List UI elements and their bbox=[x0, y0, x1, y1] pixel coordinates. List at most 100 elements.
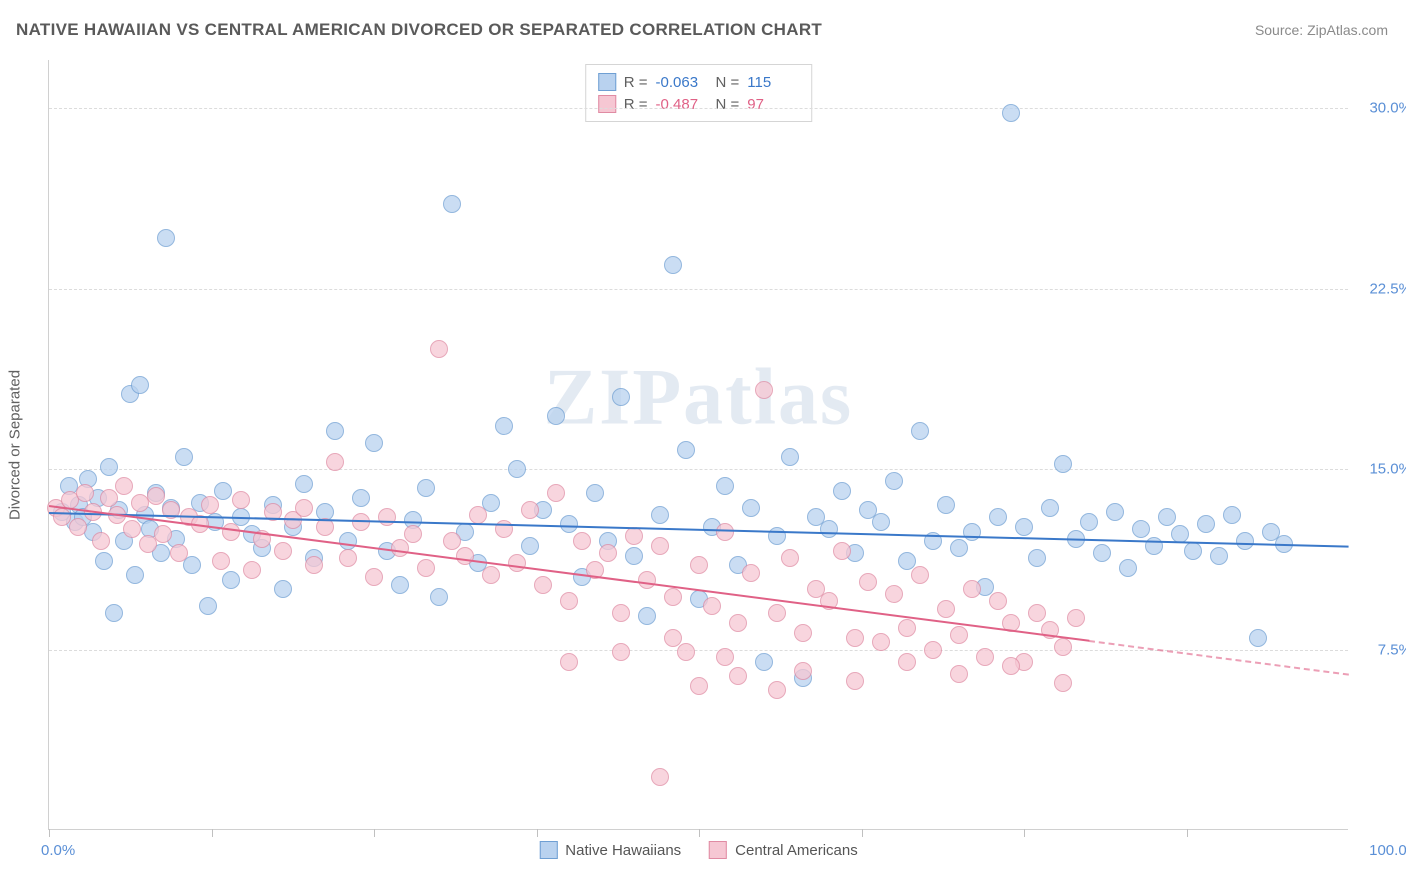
data-point bbox=[729, 667, 747, 685]
data-point bbox=[365, 434, 383, 452]
data-point bbox=[976, 648, 994, 666]
stat-r-value: -0.487 bbox=[656, 96, 708, 113]
stat-r-label: R = bbox=[624, 74, 648, 91]
stat-r-label: R = bbox=[624, 96, 648, 113]
data-point bbox=[872, 633, 890, 651]
data-point bbox=[833, 542, 851, 560]
legend-swatch bbox=[598, 73, 616, 91]
data-point bbox=[69, 518, 87, 536]
data-point bbox=[1054, 674, 1072, 692]
data-point bbox=[781, 549, 799, 567]
data-point bbox=[1041, 499, 1059, 517]
legend-label: Native Hawaiians bbox=[565, 842, 681, 859]
legend-swatch bbox=[709, 841, 727, 859]
data-point bbox=[214, 482, 232, 500]
data-point bbox=[443, 195, 461, 213]
data-point bbox=[534, 576, 552, 594]
data-point bbox=[664, 256, 682, 274]
data-point bbox=[1028, 604, 1046, 622]
data-point bbox=[1080, 513, 1098, 531]
data-point bbox=[794, 624, 812, 642]
data-point bbox=[295, 499, 313, 517]
data-point bbox=[1249, 629, 1267, 647]
y-tick-label: 15.0% bbox=[1354, 461, 1406, 478]
data-point bbox=[742, 564, 760, 582]
gridline bbox=[49, 469, 1348, 470]
source-attribution: Source: ZipAtlas.com bbox=[1255, 22, 1388, 38]
data-point bbox=[820, 520, 838, 538]
data-point bbox=[989, 508, 1007, 526]
chart-title: NATIVE HAWAIIAN VS CENTRAL AMERICAN DIVO… bbox=[16, 20, 822, 40]
data-point bbox=[1067, 609, 1085, 627]
x-tick bbox=[374, 829, 375, 837]
data-point bbox=[339, 549, 357, 567]
data-point bbox=[154, 525, 172, 543]
x-axis-min-label: 0.0% bbox=[41, 842, 75, 859]
trend-line bbox=[1089, 640, 1349, 676]
data-point bbox=[95, 552, 113, 570]
x-tick bbox=[1187, 829, 1188, 837]
stat-n-label: N = bbox=[716, 96, 740, 113]
data-point bbox=[175, 448, 193, 466]
data-point bbox=[430, 588, 448, 606]
data-point bbox=[846, 629, 864, 647]
data-point bbox=[274, 580, 292, 598]
watermark: ZIPatlas bbox=[544, 353, 853, 444]
x-tick bbox=[537, 829, 538, 837]
data-point bbox=[586, 484, 604, 502]
stat-n-value: 115 bbox=[747, 74, 799, 91]
data-point bbox=[937, 496, 955, 514]
data-point bbox=[123, 520, 141, 538]
data-point bbox=[651, 506, 669, 524]
data-point bbox=[1015, 518, 1033, 536]
x-tick bbox=[1024, 829, 1025, 837]
data-point bbox=[295, 475, 313, 493]
data-point bbox=[898, 653, 916, 671]
data-point bbox=[911, 422, 929, 440]
data-point bbox=[443, 532, 461, 550]
data-point bbox=[201, 496, 219, 514]
data-point bbox=[937, 600, 955, 618]
data-point bbox=[872, 513, 890, 531]
data-point bbox=[404, 525, 422, 543]
stats-row: R =-0.063N =115 bbox=[598, 71, 800, 93]
data-point bbox=[690, 677, 708, 695]
data-point bbox=[126, 566, 144, 584]
data-point bbox=[365, 568, 383, 586]
data-point bbox=[1223, 506, 1241, 524]
data-point bbox=[105, 604, 123, 622]
x-tick bbox=[212, 829, 213, 837]
data-point bbox=[495, 417, 513, 435]
data-point bbox=[599, 544, 617, 562]
data-point bbox=[1236, 532, 1254, 550]
data-point bbox=[305, 556, 323, 574]
stat-r-value: -0.063 bbox=[656, 74, 708, 91]
legend-item: Central Americans bbox=[709, 841, 858, 859]
data-point bbox=[989, 592, 1007, 610]
data-point bbox=[638, 607, 656, 625]
data-point bbox=[115, 477, 133, 495]
data-point bbox=[924, 641, 942, 659]
data-point bbox=[508, 554, 526, 572]
data-point bbox=[1119, 559, 1137, 577]
legend-item: Native Hawaiians bbox=[539, 841, 681, 859]
chart-plot-area: Divorced or Separated 0.0% 100.0% ZIPatl… bbox=[48, 60, 1348, 830]
data-point bbox=[391, 576, 409, 594]
data-point bbox=[898, 552, 916, 570]
data-point bbox=[326, 453, 344, 471]
data-point bbox=[833, 482, 851, 500]
x-axis-max-label: 100.0% bbox=[1369, 842, 1406, 859]
data-point bbox=[222, 523, 240, 541]
y-axis-label: Divorced or Separated bbox=[7, 369, 24, 519]
data-point bbox=[794, 662, 812, 680]
legend-swatch bbox=[539, 841, 557, 859]
data-point bbox=[1210, 547, 1228, 565]
data-point bbox=[508, 460, 526, 478]
x-tick bbox=[699, 829, 700, 837]
data-point bbox=[521, 501, 539, 519]
y-tick-label: 7.5% bbox=[1354, 641, 1406, 658]
y-tick-label: 22.5% bbox=[1354, 280, 1406, 297]
data-point bbox=[716, 477, 734, 495]
data-point bbox=[950, 626, 968, 644]
legend-label: Central Americans bbox=[735, 842, 858, 859]
